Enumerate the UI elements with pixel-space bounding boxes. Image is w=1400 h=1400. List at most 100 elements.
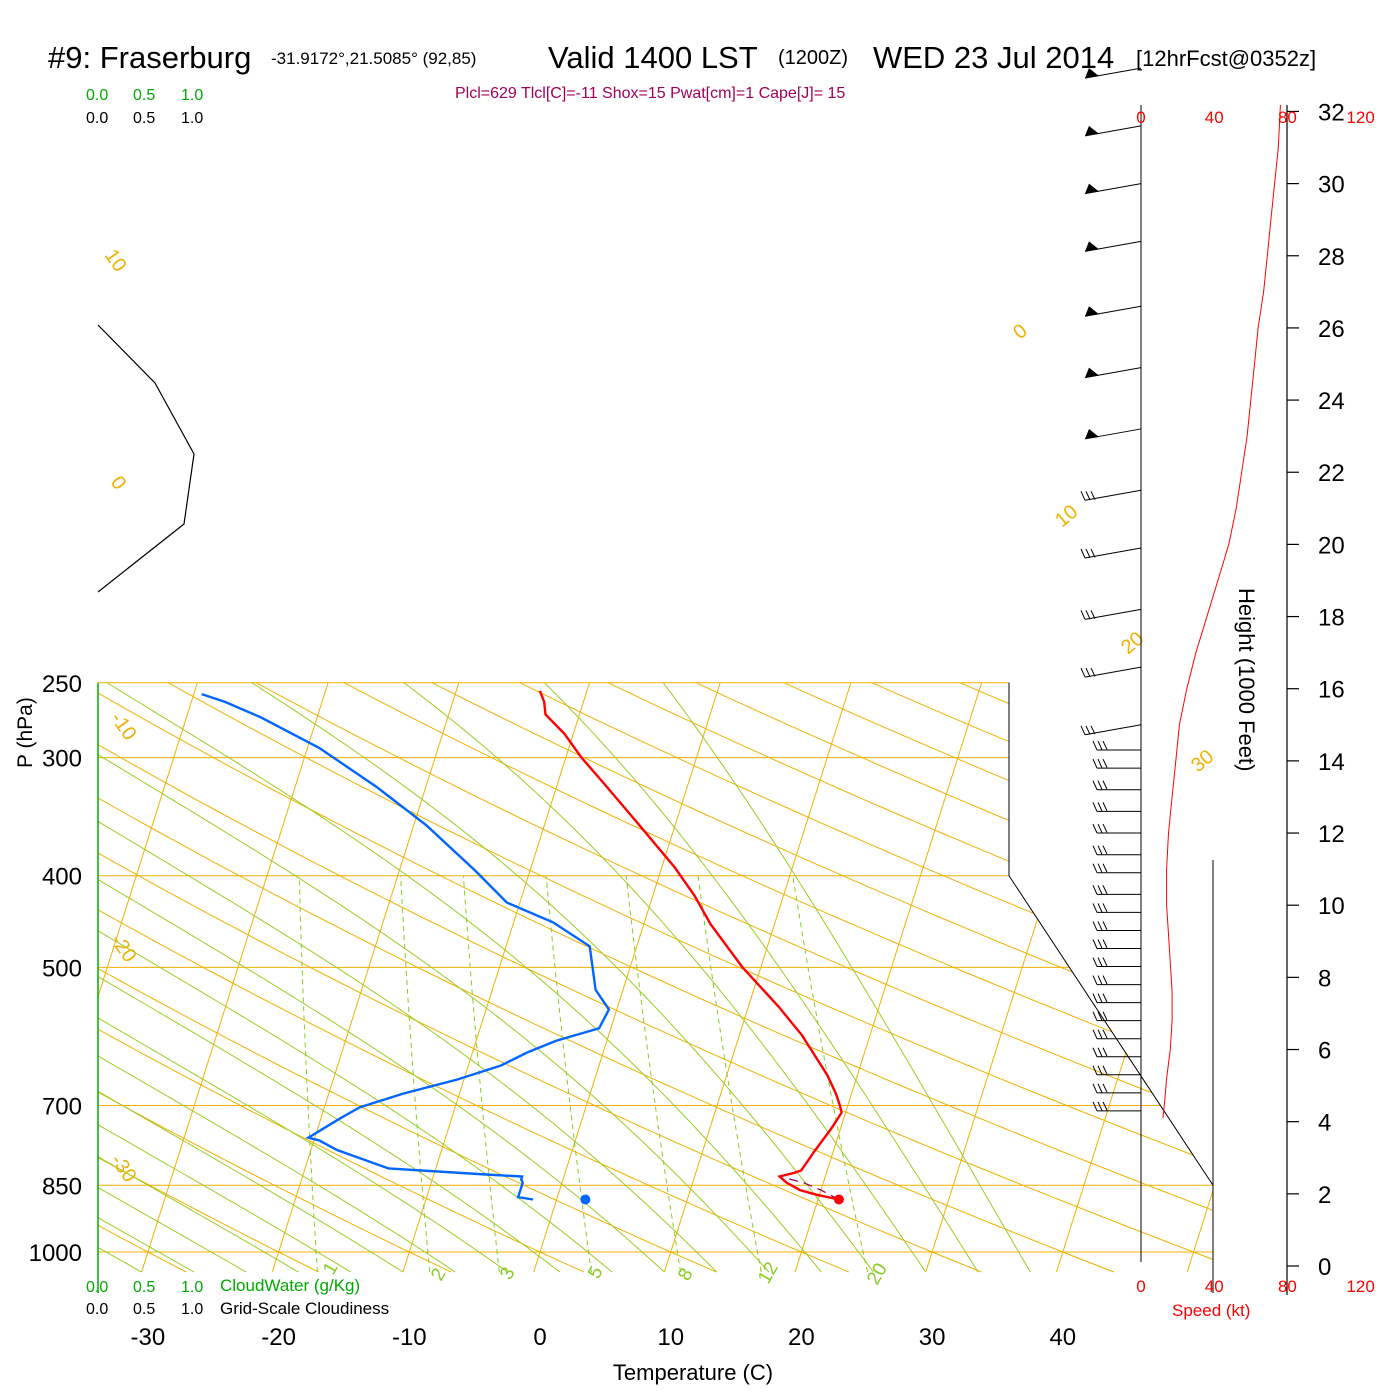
wind-barb-flag [1092, 863, 1098, 873]
wind-barb-flag [1102, 1011, 1108, 1021]
wind-barb [1092, 1047, 1141, 1058]
wind-barb-flag [1085, 725, 1091, 735]
height-tick-label: 26 [1318, 316, 1345, 343]
x-axis-label: Temperature (C) [613, 1360, 773, 1385]
cloud-scale-top: 0.0 0.5 1.0 0.0 0.5 1.0 [86, 87, 203, 127]
speed-tick-label: 120 [1346, 108, 1374, 127]
cloudwater-tick: 0.0 [86, 1279, 108, 1296]
wind-barb-flag [1097, 1101, 1103, 1111]
height-tick-label: 32 [1318, 99, 1345, 126]
moist-adiabat-line [98, 682, 508, 1273]
mixing-ratio-line [545, 875, 592, 1273]
dry-adiabat-line [328, 682, 1213, 1273]
isotherm-label: 0 [106, 472, 130, 494]
dry-adiabat-line [98, 682, 717, 1273]
wind-barb-flag [1092, 740, 1098, 751]
wind-barb-flag [1092, 957, 1098, 967]
dry-adiabat-line [1291, 675, 1400, 1273]
wind-barb-flag [1102, 802, 1108, 812]
wind-barb [1084, 67, 1142, 79]
wind-barb [1092, 802, 1141, 812]
moist-adiabat-line [537, 682, 979, 1273]
wind-barb-flag [1092, 1029, 1098, 1039]
forecast-date: WED 23 Jul 2014 [873, 40, 1114, 75]
wind-barb-flag [1085, 491, 1091, 501]
wind-barb-flag [1092, 1083, 1098, 1094]
height-tick-label: 30 [1318, 172, 1345, 199]
wind-barb-pennant [1085, 428, 1099, 439]
wind-barb [1084, 367, 1142, 379]
wind-barb [1092, 758, 1141, 769]
wind-barb [1092, 863, 1141, 874]
parcel-params: Plcl=629 Tlcl[C]=-11 Shox=15 Pwat[cm]=1 … [455, 85, 845, 102]
station-coords: -31.9172°,21.5085° (92,85) [271, 49, 476, 68]
wind-barb-flag [1090, 548, 1096, 558]
wind-barb-flag [1097, 823, 1103, 833]
dry-adiabat-line [503, 682, 1213, 1273]
wind-barb-pennant [1085, 68, 1099, 79]
speed-tick-label: 80 [1278, 1277, 1297, 1296]
x-tick-label: 30 [919, 1324, 946, 1351]
height-tick-label: 8 [1318, 965, 1331, 992]
wind-barb-flag [1092, 802, 1098, 812]
wind-barb-flag [1085, 610, 1091, 620]
parcel-line [785, 1177, 840, 1201]
wind-barb [1092, 921, 1141, 931]
pressure-tick-label: 700 [42, 1094, 82, 1121]
height-tick-label: 12 [1318, 821, 1345, 848]
wind-barb [1080, 666, 1142, 678]
wind-barb-flag [1097, 885, 1103, 895]
moist-adiabat-line [98, 682, 456, 1273]
dewpoint-line [201, 692, 611, 1201]
wind-barb-flag [1102, 993, 1108, 1003]
x-tick-label: 40 [1049, 1324, 1076, 1351]
wind-barb-flag [1102, 1029, 1108, 1039]
wind-barb-flag [1090, 491, 1096, 500]
dry-adiabat-line [98, 682, 319, 1273]
wind-barb [1092, 1101, 1141, 1112]
cloudwater-tick: 0.0 [86, 87, 108, 104]
moist-adiabat-line [98, 682, 770, 1273]
mixing-ratio-line [697, 875, 762, 1273]
height-tick-label: 4 [1318, 1110, 1331, 1137]
wind-barb-flag [1097, 1029, 1103, 1039]
cloud-scale-bottom: 0.0 0.5 1.0 CloudWater (g/Kg) 0.0 0.5 1.… [86, 1276, 389, 1318]
wind-barb-flag [1090, 610, 1096, 619]
wind-barb-flag [1092, 780, 1098, 790]
wind-barb [1080, 608, 1142, 620]
wind-barb-flag [1092, 975, 1098, 985]
speed-tick-label: 120 [1346, 1277, 1374, 1296]
surface-dewpoint-dot [580, 1194, 591, 1205]
wind-barb-flag [1092, 921, 1098, 931]
wind-panel: 0246810121416182022242628303200404080801… [1080, 67, 1375, 1296]
wind-barb-flag [1097, 740, 1103, 750]
wind-barb [1092, 740, 1141, 751]
wind-barb-flag [1102, 903, 1108, 913]
wind-barb-flag [1092, 1101, 1098, 1112]
wind-barb-flag [1080, 548, 1086, 559]
height-tick-label: 2 [1318, 1182, 1331, 1209]
wind-barb-flag [1102, 1065, 1108, 1075]
cloudwater-tick: 1.0 [181, 1279, 203, 1296]
wind-barb-flag [1092, 885, 1098, 895]
x-tick-label: -30 [131, 1324, 166, 1351]
wind-barb [1080, 724, 1142, 736]
height-tick-label: 0 [1318, 1254, 1331, 1281]
isotherm-label: 30 [1187, 746, 1218, 777]
isotherm-line [663, 682, 854, 1273]
height-tick-label: 22 [1318, 460, 1345, 487]
wind-barb-flag [1092, 939, 1098, 949]
wind-barb [1092, 1083, 1141, 1094]
mixing-ratio-label: 8 [674, 1265, 697, 1285]
isotherm-label: -20 [106, 930, 141, 966]
wind-barb [1092, 957, 1141, 968]
wind-barb-flag [1097, 1065, 1103, 1075]
wind-barb-flag [1102, 1101, 1108, 1111]
wind-barb-flag [1097, 1083, 1103, 1093]
dry-adiabat-line [98, 682, 849, 1273]
isotherm-label: -30 [106, 1150, 141, 1186]
isobar-grid [98, 682, 1213, 1253]
wind-barb-pennant [1085, 183, 1099, 194]
moist-adiabat-line [98, 682, 665, 1273]
wind-barb-pennant [1085, 241, 1099, 252]
